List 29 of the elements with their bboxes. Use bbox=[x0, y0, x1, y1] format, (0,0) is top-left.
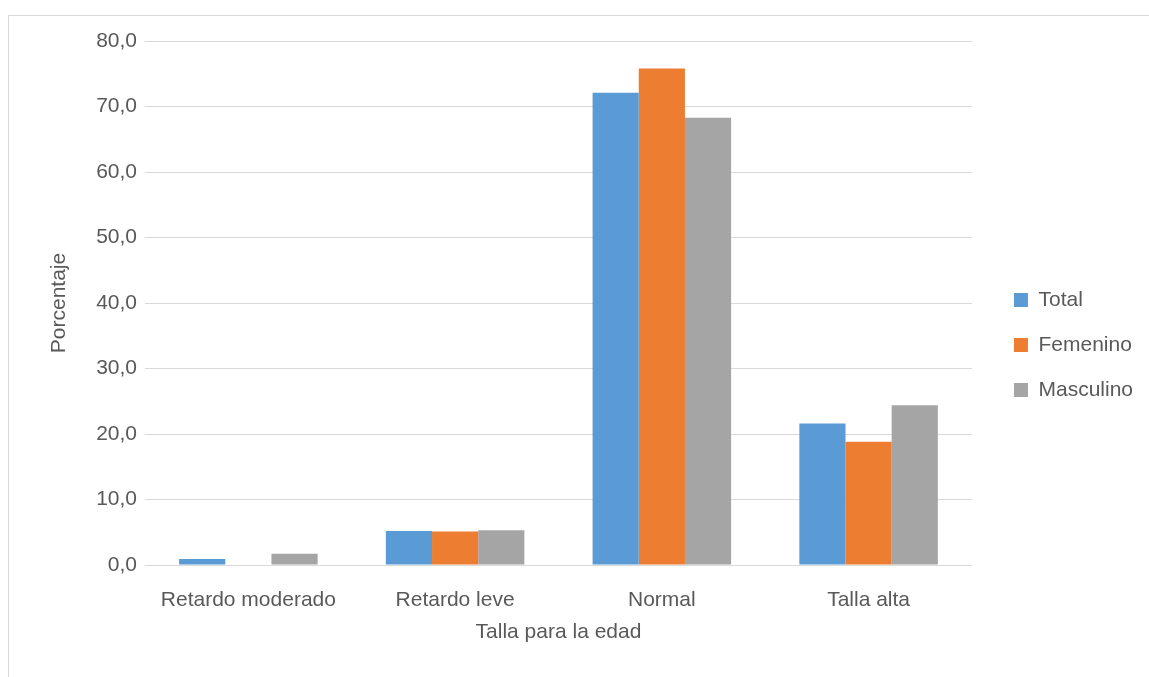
y-tick-label: 30,0 bbox=[96, 355, 137, 379]
legend-label: Masculino bbox=[1038, 376, 1134, 400]
bar bbox=[592, 92, 639, 565]
legend-label: Femenino bbox=[1038, 331, 1132, 355]
y-tick-label: 50,0 bbox=[96, 224, 137, 248]
legend-label: Total bbox=[1038, 286, 1083, 310]
y-tick-label: 0,0 bbox=[107, 551, 137, 575]
bar bbox=[432, 531, 479, 565]
x-tick-label: Talla alta bbox=[827, 587, 911, 611]
x-tick-label: Normal bbox=[628, 587, 696, 611]
x-tick-label: Retardo leve bbox=[395, 587, 515, 611]
y-tick-label: 40,0 bbox=[96, 289, 137, 313]
bar bbox=[799, 423, 846, 565]
bar bbox=[478, 530, 525, 565]
bar bbox=[638, 68, 685, 565]
bar bbox=[179, 559, 226, 565]
bar bbox=[684, 117, 732, 565]
x-axis-title: Talla para la edad bbox=[475, 619, 642, 643]
x-tick-label: Retardo moderado bbox=[160, 587, 336, 611]
bar bbox=[385, 530, 433, 565]
bar bbox=[891, 405, 938, 565]
y-tick-label: 10,0 bbox=[96, 486, 137, 510]
y-tick-label: 60,0 bbox=[96, 158, 137, 182]
y-axis-title: Porcentaje bbox=[46, 252, 70, 354]
y-tick-label: 80,0 bbox=[96, 27, 137, 51]
bar bbox=[845, 441, 892, 565]
bar bbox=[271, 553, 318, 565]
y-tick-label: 20,0 bbox=[96, 420, 137, 444]
y-tick-label: 70,0 bbox=[96, 93, 137, 117]
